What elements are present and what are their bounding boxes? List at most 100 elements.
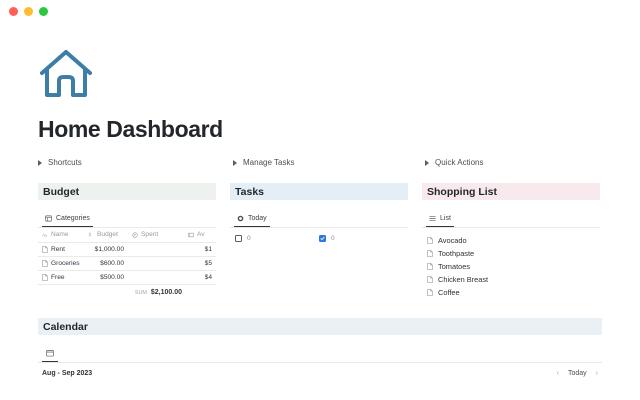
page-icon — [427, 237, 433, 244]
toggle-label: Manage Tasks — [243, 158, 295, 167]
calendar-card-title: Calendar — [38, 318, 602, 335]
cell-name: Groceries — [38, 256, 84, 271]
task-group-incomplete[interactable]: 0 — [235, 235, 319, 242]
calendar-nav: ‹ Today › — [557, 370, 598, 377]
cell-budget: $600.00 — [84, 256, 128, 271]
prev-month-button[interactable]: ‹ — [556, 370, 559, 377]
table-row[interactable]: Groceries $600.00 $5 — [38, 256, 216, 271]
list-item[interactable]: Tomatoes — [427, 260, 595, 273]
target-icon — [237, 215, 244, 222]
cell-budget: $500.00 — [84, 270, 128, 285]
calendar-range-label: Aug - Sep 2023 — [42, 370, 93, 377]
shopping-items: Avocado Toothpaste Tomatoes — [422, 228, 600, 299]
cell-available: $5 — [184, 256, 216, 271]
table-icon — [45, 215, 52, 222]
list-item-label: Toothpaste — [438, 249, 475, 258]
cell-name: Rent — [38, 242, 84, 257]
page-title: Home Dashboard — [38, 116, 223, 142]
tab-label: Today — [248, 215, 267, 222]
checkbox-empty-icon[interactable] — [235, 235, 242, 242]
budget-sum-row: SUM $2,100.00 — [38, 285, 216, 296]
house-icon — [40, 50, 92, 97]
tab-list[interactable]: List — [426, 215, 454, 227]
tab-label: List — [440, 215, 451, 222]
budget-card-title: Budget — [38, 183, 216, 200]
page-icon — [427, 250, 433, 257]
triangle-right-icon — [233, 159, 237, 166]
page-icon — [42, 245, 48, 253]
task-count-value: 0 — [331, 235, 335, 242]
cell-name: Free — [38, 270, 84, 285]
sum-label: SUM — [134, 289, 147, 296]
page-icon — [427, 289, 433, 296]
tasks-card: Tasks Today 0 — [230, 183, 408, 299]
minimize-button[interactable] — [24, 6, 33, 16]
list-item-label: Avocado — [438, 236, 467, 245]
budget-card: Budget Categories — [38, 183, 216, 299]
toggle-shortcuts[interactable]: Shortcuts — [38, 158, 233, 167]
column-header-available[interactable]: Av — [184, 228, 216, 243]
column-header-budget[interactable]: # Budget — [84, 228, 128, 243]
toggle-quick-actions[interactable]: Quick Actions — [425, 158, 483, 167]
cell-available: $4 — [184, 270, 216, 285]
task-group-complete[interactable]: 0 — [319, 235, 403, 242]
cell-available: $1 — [184, 242, 216, 257]
svg-text:#: # — [89, 232, 92, 238]
svg-text:Aa: Aa — [42, 232, 47, 237]
table-row[interactable]: Rent $1,000.00 $1 — [38, 242, 216, 257]
checkbox-checked-icon[interactable] — [319, 235, 326, 242]
calendar-toolbar: Aug - Sep 2023 ‹ Today › — [38, 363, 602, 377]
budget-table: Aa Name # Budget — [38, 228, 216, 285]
list-item-label: Chicken Breast — [438, 275, 489, 284]
list-item-label: Tomatoes — [438, 262, 471, 271]
tab-categories[interactable]: Categories — [42, 215, 93, 227]
page-icon — [427, 263, 433, 270]
budget-view-tabs: Categories — [38, 209, 216, 228]
tab-calendar[interactable] — [42, 349, 58, 362]
shopping-view-tabs: List — [422, 209, 600, 228]
triangle-right-icon — [425, 159, 429, 166]
list-item[interactable]: Coffee — [427, 286, 595, 299]
task-count-row: 0 0 — [230, 228, 408, 242]
list-item[interactable]: Avocado — [427, 234, 595, 247]
toggle-label: Shortcuts — [48, 158, 82, 167]
page-icon — [42, 259, 48, 267]
rollup-type-icon — [188, 232, 194, 237]
close-button[interactable] — [9, 6, 18, 16]
list-icon — [429, 216, 436, 221]
formula-type-icon — [132, 232, 138, 238]
next-month-button[interactable]: › — [595, 370, 598, 377]
list-item[interactable]: Toothpaste — [427, 247, 595, 260]
cell-budget: $1,000.00 — [84, 242, 128, 257]
triangle-right-icon — [38, 159, 42, 166]
toggle-manage-tasks[interactable]: Manage Tasks — [233, 158, 425, 167]
shopping-list-card: Shopping List List — [422, 183, 600, 299]
today-button[interactable]: Today — [567, 370, 587, 377]
tab-label: Categories — [56, 215, 90, 222]
table-row[interactable]: Free $500.00 $4 — [38, 270, 216, 285]
column-header-spent[interactable]: Spent — [128, 228, 184, 243]
list-item[interactable]: Chicken Breast — [427, 273, 595, 286]
page-icon — [427, 276, 433, 283]
column-header-name[interactable]: Aa Name — [38, 228, 84, 243]
calendar-card: Calendar Aug - Sep 2023 ‹ Today › — [38, 318, 602, 377]
window-titlebar — [0, 0, 640, 22]
tasks-view-tabs: Today — [230, 209, 408, 228]
toggle-row: Shortcuts Manage Tasks Quick Actions — [38, 158, 602, 167]
tab-today[interactable]: Today — [234, 215, 270, 227]
cell-spent — [128, 242, 184, 257]
dashboard-columns: Budget Categories — [38, 183, 602, 299]
calendar-icon — [46, 349, 54, 357]
list-item-label: Coffee — [438, 288, 460, 297]
shopping-list-card-title: Shopping List — [422, 183, 600, 200]
sum-value: $2,100.00 — [150, 288, 182, 296]
cell-spent — [128, 270, 184, 285]
toggle-label: Quick Actions — [435, 158, 484, 167]
number-type-icon: # — [89, 232, 92, 238]
maximize-button[interactable] — [39, 6, 48, 16]
cell-spent — [128, 256, 184, 271]
text-type-icon: Aa — [42, 232, 47, 237]
page-content: Home Dashboard Shortcuts Manage Tasks Qu… — [0, 48, 640, 377]
calendar-view-tabs — [38, 344, 602, 363]
task-count-value: 0 — [247, 235, 251, 242]
